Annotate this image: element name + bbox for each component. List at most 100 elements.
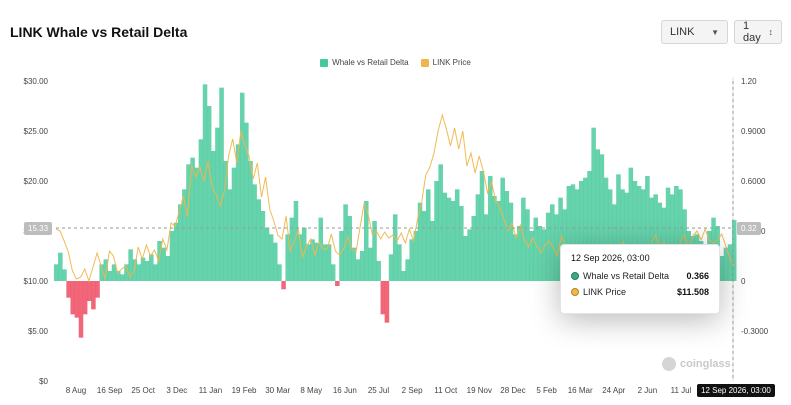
delta-bar — [636, 186, 642, 281]
delta-bar — [215, 127, 220, 282]
delta-bar — [442, 192, 448, 281]
delta-bar — [550, 204, 555, 281]
delta-bar — [91, 281, 96, 310]
delta-bar — [376, 261, 381, 281]
delta-bar — [157, 241, 162, 281]
delta-bar — [322, 244, 328, 281]
delta-bar — [74, 281, 80, 318]
delta-bar — [537, 226, 543, 281]
legend-swatch-delta — [320, 58, 329, 67]
left-tick-label: $10.00 — [24, 277, 49, 286]
delta-bar — [165, 256, 171, 281]
delta-bar — [190, 157, 195, 281]
delta-bar — [318, 217, 324, 281]
legend-item-delta[interactable]: Whale vs Retail Delta — [320, 58, 409, 67]
delta-bar — [182, 189, 187, 281]
symbol-select-value: LINK — [670, 26, 695, 38]
delta-bar — [281, 281, 286, 290]
tooltip-date: 12 Sep 2026, 03:00 — [571, 253, 650, 263]
delta-bar — [649, 197, 654, 281]
delta-bar — [446, 197, 452, 281]
delta-bar — [624, 192, 629, 281]
delta-bar — [285, 234, 290, 281]
delta-bar — [529, 231, 534, 281]
delta-bar — [82, 281, 88, 315]
delta-bar — [136, 264, 142, 281]
delta-bar — [99, 264, 104, 281]
delta-bar — [669, 194, 675, 281]
delta-bar — [426, 189, 431, 281]
delta-bar — [277, 264, 282, 281]
delta-bar — [678, 189, 683, 281]
delta-bar — [405, 259, 410, 281]
left-tick-label: $20.00 — [24, 177, 49, 186]
delta-bar — [87, 281, 92, 301]
symbol-select[interactable]: LINK ▼ — [661, 20, 728, 44]
delta-bar — [401, 271, 406, 281]
delta-bar — [314, 242, 319, 281]
delta-bar — [153, 264, 158, 281]
delta-bar — [566, 186, 572, 281]
left-tick-label: $0 — [39, 377, 48, 386]
watermark-text: coinglass — [680, 358, 731, 370]
delta-bar — [500, 177, 505, 281]
delta-bar — [467, 229, 472, 281]
delta-bar — [347, 216, 352, 281]
delta-bar — [388, 254, 394, 281]
legend-item-price[interactable]: LINK Price — [420, 58, 471, 67]
chart-tooltip: 12 Sep 2026, 03:00 Whale vs Retail Delta… — [560, 244, 720, 314]
delta-bar — [595, 149, 601, 281]
delta-bar — [169, 231, 175, 281]
delta-bar — [186, 164, 191, 281]
delta-bar — [256, 199, 262, 281]
left-tick-label: $30.00 — [24, 77, 49, 86]
x-tick-label: 16 Mar — [568, 386, 593, 395]
delta-bar — [508, 202, 514, 281]
delta-bar — [140, 257, 146, 281]
delta-bar — [640, 189, 646, 281]
delta-bar — [628, 167, 634, 281]
right-tick-label: 0.9000 — [741, 127, 766, 136]
x-tick-label: 11 Jan — [199, 386, 222, 395]
delta-bar — [554, 214, 559, 281]
delta-bar — [599, 154, 605, 281]
delta-bar — [198, 139, 204, 281]
delta-bar — [504, 191, 510, 281]
delta-bar — [194, 167, 200, 281]
coinglass-logo-icon — [662, 357, 676, 371]
delta-bar — [574, 189, 580, 281]
up-down-chevron-icon: ↕ — [768, 26, 774, 37]
x-tick-label: 2 Sep — [402, 386, 423, 395]
delta-bar — [120, 274, 125, 281]
delta-bar — [252, 184, 257, 281]
x-tick-label: 3 Dec — [166, 386, 187, 395]
delta-bar — [289, 217, 295, 281]
delta-bar — [545, 212, 551, 281]
tooltip-name-delta: Whale vs Retail Delta — [583, 271, 670, 281]
delta-bar — [128, 249, 133, 281]
x-tick-label: 25 Oct — [131, 386, 155, 395]
x-tick-label: 16 Sep — [97, 386, 123, 395]
delta-bar — [372, 221, 377, 281]
delta-bar — [587, 171, 592, 281]
delta-bar — [339, 231, 344, 281]
delta-bar — [397, 244, 402, 281]
interval-select[interactable]: 1 day ↕ — [734, 20, 782, 44]
delta-bar — [492, 196, 497, 281]
delta-bar — [723, 247, 729, 281]
x-tick-label: 8 May — [300, 386, 322, 395]
x-axis-ticks: 8 Aug 16 Sep 25 Oct 3 Dec 11 Jan 19 Feb 30 Mar… — [66, 386, 692, 395]
delta-series — [53, 84, 737, 338]
right-tick-label: -0.3000 — [741, 327, 769, 336]
delta-bar — [231, 167, 237, 281]
delta-bar — [591, 127, 596, 282]
delta-bar — [438, 164, 443, 281]
crosshair-date: 12 Sep 2026, 03:00 — [697, 384, 775, 397]
delta-bar — [657, 202, 663, 281]
left-tick-label: $25.00 — [24, 127, 49, 136]
delta-bar — [107, 271, 113, 281]
page-title: LINK Whale vs Retail Delta — [10, 24, 188, 40]
x-tick-label: 8 Aug — [66, 386, 86, 395]
